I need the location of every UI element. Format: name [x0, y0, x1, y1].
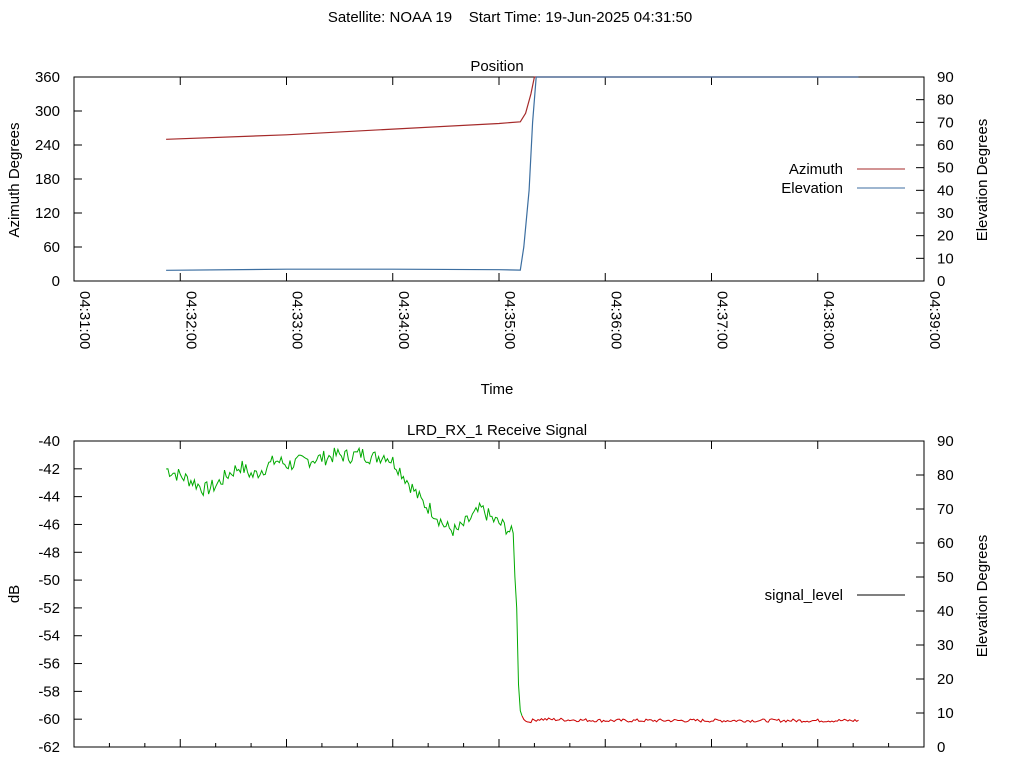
elevation-tick-label: 10: [937, 705, 954, 722]
position-plot-frame: [73, 76, 925, 282]
position-legend: Azimuth Elevation: [781, 161, 905, 197]
legend-azimuth-label: Azimuth: [789, 161, 843, 178]
db-tick-label: -60: [38, 711, 60, 728]
elevation-tick-label: 70: [937, 501, 954, 518]
legend-elevation-label: Elevation: [781, 180, 843, 197]
db-tick-label: -62: [38, 739, 60, 756]
db-tick-label: -52: [38, 600, 60, 617]
azimuth-tick-label: 300: [35, 103, 60, 120]
signal-y-axis-label: dB: [6, 585, 23, 603]
signal-series: [166, 446, 859, 724]
azimuth-tick-label: 60: [43, 239, 60, 256]
elevation-tick-label: 90: [937, 433, 954, 450]
signal-tick-marks: [73, 440, 925, 748]
time-tick-label: 04:33:00: [289, 291, 306, 349]
azimuth-tick-label: 120: [35, 205, 60, 222]
time-tick-label: 04:31:00: [76, 291, 93, 349]
position-chart: Position 0 60 120 180 240 300 360 0 10 20 30 40 50 6…: [6, 58, 991, 398]
elevation-tick-label: 20: [937, 671, 954, 688]
elevation-tick-label: 0: [937, 273, 945, 290]
elevation-tick-label: 40: [937, 603, 954, 620]
db-tick-label: -56: [38, 656, 60, 673]
db-tick-label: -48: [38, 544, 60, 561]
signal-y2-axis-label: Elevation Degrees: [974, 535, 991, 658]
elevation-tick-label: 20: [937, 228, 954, 245]
db-tick-label: -54: [38, 628, 60, 645]
db-tick-label: -40: [38, 433, 60, 450]
elevation-tick-label: 90: [937, 69, 954, 86]
db-tick-label: -50: [38, 572, 60, 589]
elevation-tick-label: 80: [937, 467, 954, 484]
signal-db-tick-labels: -62 -60 -58 -56 -54 -52 -50 -48 -46 -44 -42 -40: [38, 433, 60, 756]
figure-title: Satellite: NOAA 19 Start Time: 19-Jun-20…: [328, 9, 692, 26]
legend-signal-label: signal_level: [765, 587, 843, 604]
signal-line-weak: [521, 715, 859, 724]
signal-legend: signal_level: [765, 587, 905, 604]
elevation-tick-label: 30: [937, 637, 954, 654]
elevation-tick-label: 60: [937, 535, 954, 552]
elevation-tick-label: 60: [937, 137, 954, 154]
azimuth-tick-label: 360: [35, 69, 60, 86]
elevation-tick-label: 50: [937, 569, 954, 586]
position-chart-title: Position: [470, 58, 523, 75]
series-line-azimuth: [166, 76, 859, 140]
db-tick-label: -58: [38, 683, 60, 700]
time-tick-label: 04:38:00: [820, 291, 837, 349]
azimuth-tick-label: 240: [35, 137, 60, 154]
azimuth-tick-label: 180: [35, 171, 60, 188]
azimuth-tick-label: 0: [52, 273, 60, 290]
position-series: [166, 76, 859, 271]
position-tick-marks: [73, 76, 925, 282]
signal-chart-title: LRD_RX_1 Receive Signal: [407, 422, 587, 439]
position-x-axis-label: Time: [481, 381, 514, 398]
elevation-tick-label: 70: [937, 114, 954, 131]
db-tick-label: -46: [38, 516, 60, 533]
elevation-tick-label: 40: [937, 182, 954, 199]
series-line-elevation: [166, 76, 859, 271]
elevation-tick-label: 0: [937, 739, 945, 756]
time-tick-label: 04:37:00: [714, 291, 731, 349]
db-tick-label: -42: [38, 461, 60, 478]
db-tick-label: -44: [38, 489, 60, 506]
time-tick-label: 04:34:00: [395, 291, 412, 349]
time-tick-label: 04:32:00: [182, 291, 199, 349]
position-elevation-tick-labels: 0 10 20 30 40 50 60 70 80 90: [937, 69, 954, 290]
time-tick-label: 04:35:00: [501, 291, 518, 349]
position-time-tick-labels: 04:31:00 04:32:00 04:33:00 04:34:00 04:35:00…: [76, 291, 943, 349]
elevation-tick-label: 30: [937, 205, 954, 222]
elevation-tick-label: 10: [937, 250, 954, 267]
signal-elevation-tick-labels: 0 10 20 30 40 50 60 70 80 90: [937, 433, 954, 756]
time-tick-label: 04:39:00: [926, 291, 943, 349]
elevation-tick-label: 50: [937, 160, 954, 177]
signal-chart: LRD_RX_1 Receive Signal -62-60-58-56-54-…: [6, 422, 991, 756]
time-tick-label: 04:36:00: [607, 291, 624, 349]
signal-line-strong: [166, 446, 523, 716]
position-azimuth-tick-labels: 0 60 120 180 240 300 360: [35, 69, 60, 290]
position-y-axis-label: Azimuth Degrees: [6, 122, 23, 237]
position-y2-axis-label: Elevation Degrees: [974, 119, 991, 242]
elevation-tick-label: 80: [937, 92, 954, 109]
